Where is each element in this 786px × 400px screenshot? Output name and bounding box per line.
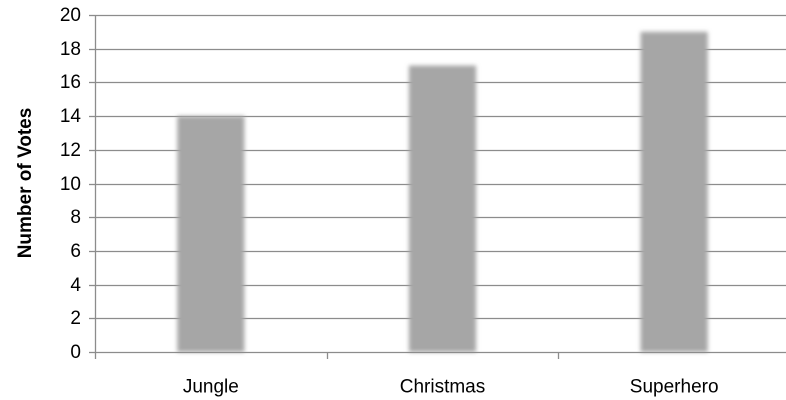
y-tick-label: 6 (70, 241, 81, 262)
tick-labels: 0 2 4 6 8 10 12 14 16 18 20 Jungle Christmas Superher… (60, 5, 719, 398)
y-tick-label: 0 (70, 342, 81, 363)
y-axis-title-group: Number of Votes (15, 108, 36, 259)
y-axis-title: Number of Votes (15, 108, 36, 259)
bars (177, 31, 708, 353)
bar (177, 116, 245, 352)
y-tick-label: 20 (60, 5, 81, 26)
y-tick-label: 16 (60, 72, 81, 93)
y-tick-label: 18 (60, 39, 81, 60)
y-tick-label: 2 (70, 308, 81, 329)
axes (89, 14, 786, 359)
bar (640, 31, 708, 352)
bar (408, 65, 477, 353)
y-tick-label: 8 (70, 207, 81, 228)
y-tick-label: 10 (60, 174, 81, 195)
y-tick-label: 4 (70, 275, 81, 296)
y-tick-label: 14 (60, 106, 82, 127)
x-tick-label: Superhero (630, 377, 719, 398)
x-tick-label: Jungle (183, 377, 239, 398)
x-tick-label: Christmas (400, 377, 486, 398)
y-tick-label: 12 (60, 140, 81, 161)
